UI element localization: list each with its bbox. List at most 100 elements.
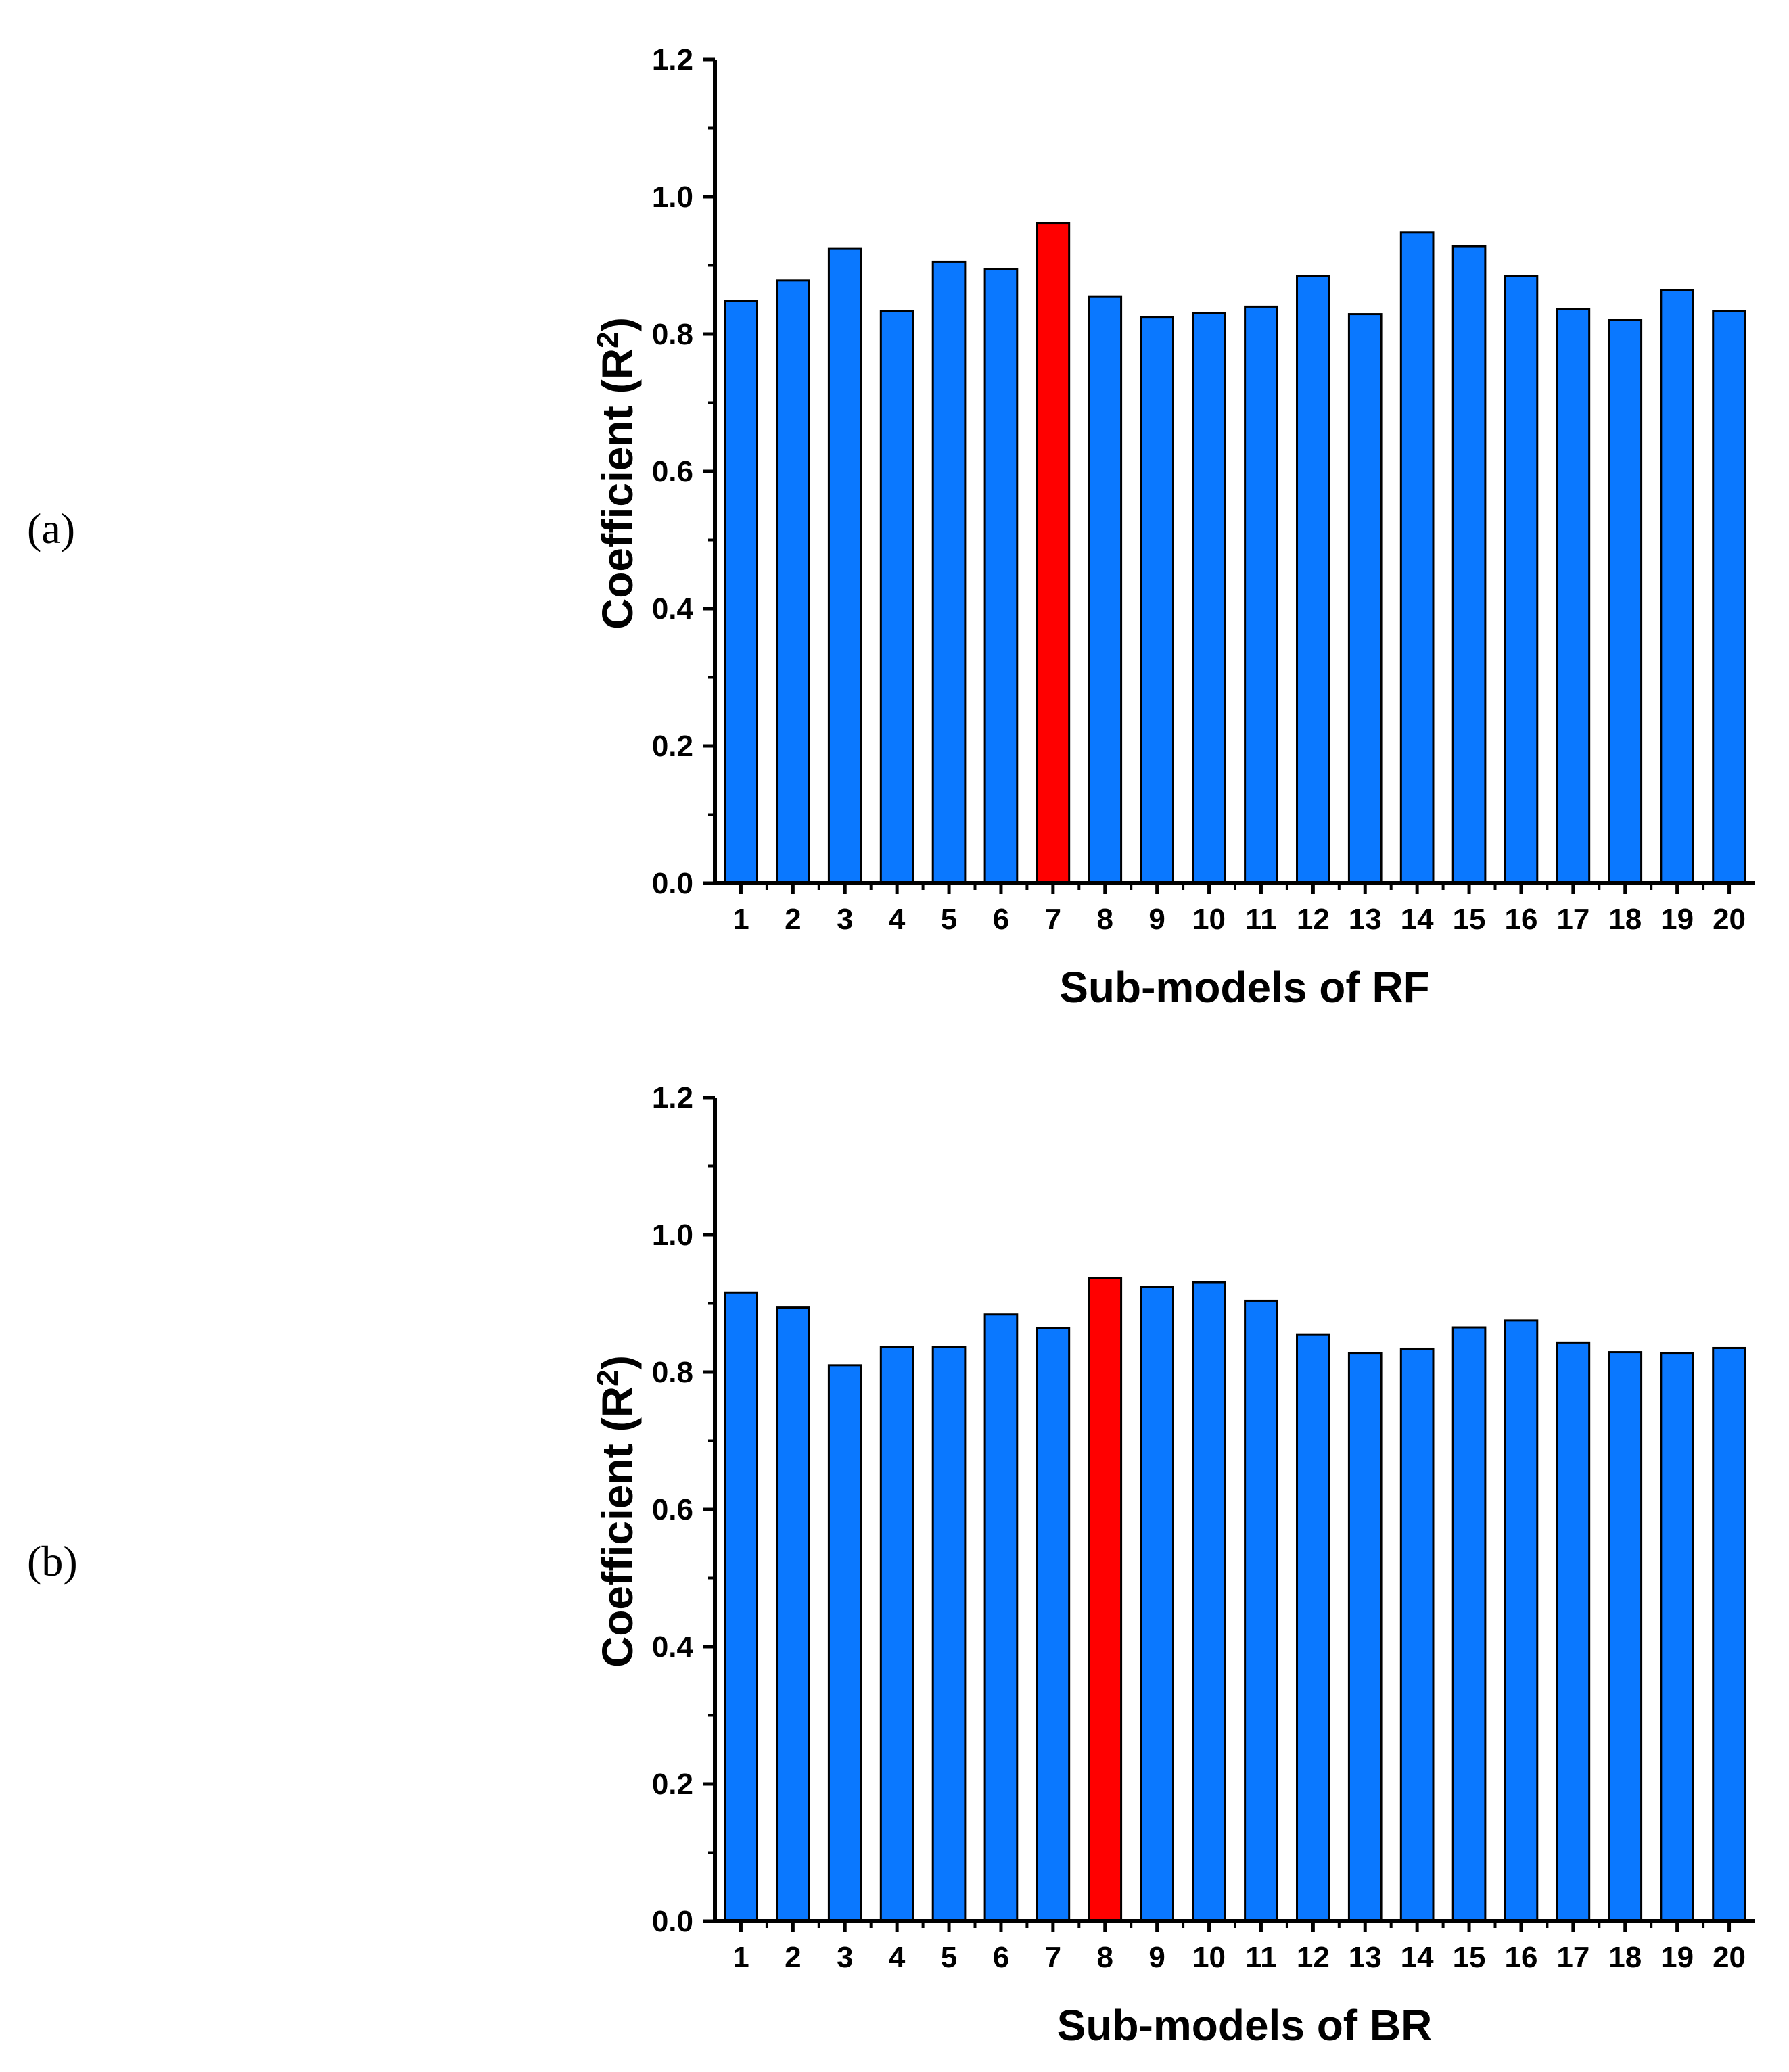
y-tick-label: 1.0 bbox=[652, 1219, 693, 1252]
x-tick-label: 8 bbox=[1097, 903, 1113, 936]
x-tick-label: 17 bbox=[1556, 1941, 1589, 1974]
x-axis-title: Sub-models of BR bbox=[1057, 2001, 1433, 2050]
x-tick-label: 12 bbox=[1297, 903, 1330, 936]
y-tick-label: 0.4 bbox=[652, 592, 694, 626]
bar-4 bbox=[879, 1346, 914, 1923]
y-tick-label: 0.0 bbox=[652, 1905, 693, 1938]
chart-br: 0.00.20.40.60.81.01.21 2 3 4 5 6 7 8 9 10 11 12 13 14… bbox=[591, 1081, 1755, 2050]
x-tick-label: 17 bbox=[1556, 903, 1589, 936]
x-tick-label: 9 bbox=[1148, 1941, 1165, 1974]
x-tick-label: 18 bbox=[1608, 903, 1642, 936]
x-tick-label: 8 bbox=[1097, 1941, 1113, 1974]
x-tick-label: 20 bbox=[1713, 1941, 1746, 1974]
x-tick-label: 2 bbox=[785, 903, 801, 936]
x-tick-label: 13 bbox=[1349, 1941, 1382, 1974]
y-axis-title-sup: 2 bbox=[591, 331, 624, 348]
y-axis-title-close: ) bbox=[593, 317, 642, 331]
x-tick-label: 19 bbox=[1660, 1941, 1694, 1974]
bar-3 bbox=[827, 1364, 862, 1923]
bars-group bbox=[724, 222, 1746, 885]
y-tick-label: 1.2 bbox=[652, 43, 693, 76]
x-tick-label: 18 bbox=[1608, 1941, 1642, 1974]
bar-2 bbox=[776, 1306, 810, 1923]
bar-16 bbox=[1504, 275, 1539, 885]
x-tick-label: 9 bbox=[1148, 903, 1165, 936]
x-tick-label: 6 bbox=[993, 1941, 1009, 1974]
bar-9 bbox=[1140, 1286, 1174, 1923]
x-tick-label: 13 bbox=[1349, 903, 1382, 936]
bar-5 bbox=[931, 1346, 967, 1923]
bar-3 bbox=[827, 247, 862, 885]
bar-20 bbox=[1712, 1346, 1746, 1923]
bar-17 bbox=[1556, 1341, 1591, 1923]
axes-group: 0.00.20.40.60.81.01.21 2 3 4 5 6 7 8 9 10 11 12 13 14… bbox=[652, 1081, 1755, 1974]
panel-label-a: (a) bbox=[27, 504, 76, 552]
bar-9 bbox=[1140, 316, 1174, 885]
y-tick-label: 0.8 bbox=[652, 318, 693, 351]
x-tick-label: 6 bbox=[993, 903, 1009, 936]
panel-label-b: (b) bbox=[27, 1537, 78, 1585]
x-tick-label: 3 bbox=[837, 903, 853, 936]
x-axis-title: Sub-models of RF bbox=[1059, 963, 1430, 1012]
bar-7 bbox=[1036, 1327, 1071, 1923]
y-tick-label: 0.2 bbox=[652, 1768, 693, 1801]
x-tick-label: 16 bbox=[1504, 1941, 1537, 1974]
bar-1 bbox=[724, 1291, 758, 1923]
x-tick-label: 15 bbox=[1453, 1941, 1486, 1974]
x-tick-label: 1 bbox=[733, 1941, 749, 1974]
x-tick-label: 10 bbox=[1192, 903, 1226, 936]
x-tick-label: 7 bbox=[1045, 903, 1061, 936]
y-tick-label: 0.6 bbox=[652, 1493, 693, 1526]
x-tick-label: 14 bbox=[1401, 1941, 1434, 1974]
y-tick-label: 0.2 bbox=[652, 730, 693, 763]
bar-1 bbox=[724, 300, 758, 885]
bar-19 bbox=[1660, 1352, 1694, 1923]
y-axis-title-sup: 2 bbox=[591, 1369, 624, 1386]
y-tick-label: 1.0 bbox=[652, 181, 693, 214]
bar-6 bbox=[983, 268, 1019, 885]
y-axis-title-main: Coefficient (R bbox=[593, 348, 642, 630]
y-tick-label: 1.2 bbox=[652, 1081, 693, 1114]
y-axis-title-close: ) bbox=[593, 1355, 642, 1369]
y-axis-title: Coefficient (R2) bbox=[591, 317, 642, 630]
bar-11 bbox=[1244, 1299, 1278, 1923]
y-axis-title-main: Coefficient (R bbox=[593, 1386, 642, 1668]
bar-2 bbox=[776, 279, 810, 885]
x-tick-label: 3 bbox=[837, 1941, 853, 1974]
y-tick-label: 0.0 bbox=[652, 867, 693, 900]
bar-8 bbox=[1088, 295, 1123, 885]
bar-7 bbox=[1036, 222, 1071, 885]
x-tick-label: 1 bbox=[733, 903, 749, 936]
x-tick-label: 16 bbox=[1504, 903, 1537, 936]
y-tick-label: 0.8 bbox=[652, 1356, 693, 1389]
bar-13 bbox=[1347, 1352, 1383, 1923]
bar-14 bbox=[1399, 1347, 1435, 1923]
bar-20 bbox=[1712, 310, 1746, 885]
x-tick-label: 15 bbox=[1453, 903, 1486, 936]
bar-10 bbox=[1192, 312, 1226, 885]
y-tick-label: 0.4 bbox=[652, 1630, 694, 1664]
bar-16 bbox=[1504, 1319, 1539, 1923]
x-tick-label: 2 bbox=[785, 1941, 801, 1974]
bar-8 bbox=[1088, 1277, 1123, 1923]
x-tick-label: 11 bbox=[1245, 903, 1277, 936]
bar-15 bbox=[1451, 1326, 1487, 1923]
x-tick-label: 5 bbox=[941, 1941, 957, 1974]
y-axis-title: Coefficient (R2) bbox=[591, 1355, 642, 1668]
x-tick-label: 4 bbox=[889, 1941, 906, 1974]
bar-5 bbox=[931, 260, 967, 885]
bar-15 bbox=[1451, 245, 1487, 885]
bars-group bbox=[724, 1277, 1746, 1923]
x-tick-label: 14 bbox=[1401, 903, 1434, 936]
bar-12 bbox=[1296, 275, 1330, 885]
x-tick-label: 12 bbox=[1297, 1941, 1330, 1974]
y-tick-label: 0.6 bbox=[652, 455, 693, 488]
x-tick-label: 7 bbox=[1045, 1941, 1061, 1974]
bar-14 bbox=[1399, 231, 1435, 885]
bar-4 bbox=[879, 310, 914, 885]
x-tick-label: 10 bbox=[1192, 1941, 1226, 1974]
x-tick-label: 19 bbox=[1660, 903, 1694, 936]
axes-group: 0.00.20.40.60.81.01.21 2 3 4 5 6 7 8 9 10 11 12 13 14… bbox=[652, 43, 1755, 936]
bar-13 bbox=[1347, 313, 1383, 885]
bar-18 bbox=[1608, 1351, 1643, 1923]
